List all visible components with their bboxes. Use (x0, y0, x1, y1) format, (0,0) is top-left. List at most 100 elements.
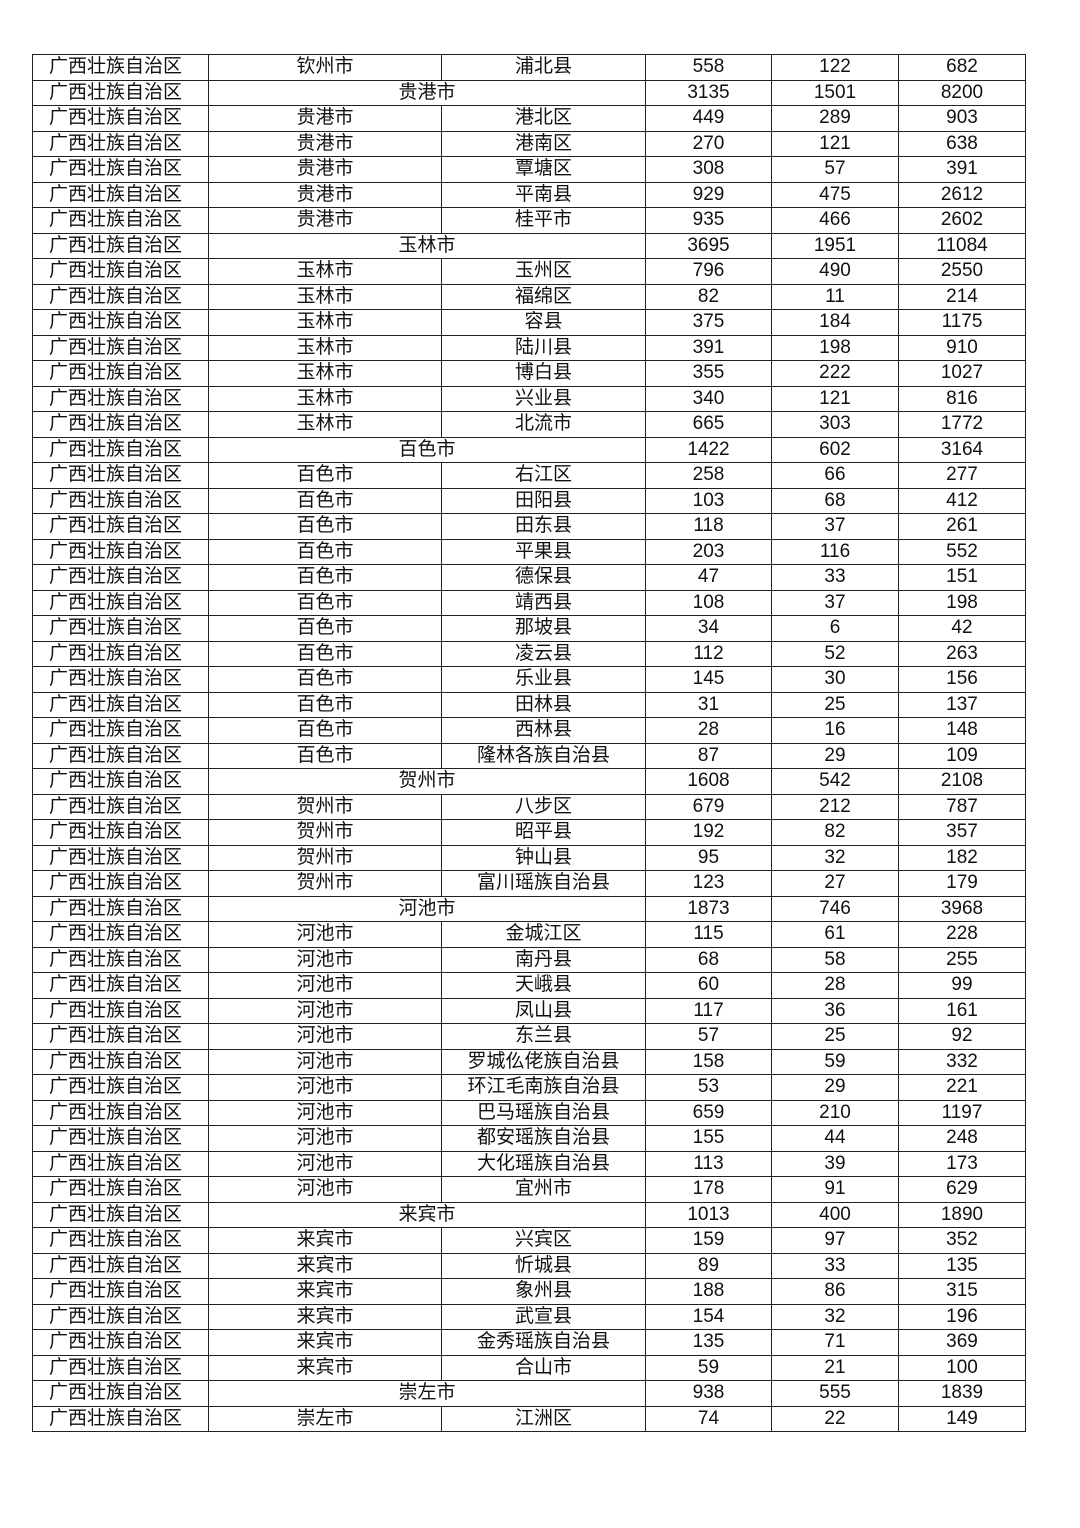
table-row: 广西壮族自治区 百色市 靖西县 108 37 198 (32, 589, 1026, 616)
v3-cell: 8200 (898, 79, 1026, 106)
v3-cell: 638 (898, 130, 1026, 157)
table-row: 广西壮族自治区 河池市 罗城仫佬族自治县 158 59 332 (32, 1048, 1026, 1075)
v2-cell: 97 (771, 1227, 899, 1254)
v1-cell: 155 (645, 1125, 772, 1152)
v3-cell: 352 (898, 1227, 1026, 1254)
v3-cell: 156 (898, 666, 1026, 693)
table-row: 广西壮族自治区 河池市 大化瑶族自治县 113 39 173 (32, 1150, 1026, 1177)
v3-cell: 277 (898, 462, 1026, 489)
table-row: 广西壮族自治区 百色市 隆林各族自治县 87 29 109 (32, 742, 1026, 769)
v3-cell: 1772 (898, 411, 1026, 438)
county-cell: 东兰县 (441, 1023, 646, 1050)
v3-cell: 137 (898, 691, 1026, 718)
table-row: 广西壮族自治区 贺州市 昭平县 192 82 357 (32, 819, 1026, 846)
province-cell: 广西壮族自治区 (32, 283, 209, 310)
v3-cell: 1890 (898, 1201, 1026, 1228)
v2-cell: 122 (771, 54, 899, 81)
v3-cell: 2550 (898, 258, 1026, 285)
v1-cell: 123 (645, 870, 772, 897)
v2-cell: 22 (771, 1405, 899, 1432)
table-row: 广西壮族自治区 玉林市 玉州区 796 490 2550 (32, 258, 1026, 285)
v2-cell: 116 (771, 538, 899, 565)
table-row: 广西壮族自治区 来宾市 合山市 59 21 100 (32, 1354, 1026, 1381)
v3-cell: 248 (898, 1125, 1026, 1152)
city-subtotal-row: 广西壮族自治区 河池市 1873 746 3968 (32, 895, 1026, 922)
v2-cell: 39 (771, 1150, 899, 1177)
v2-cell: 59 (771, 1048, 899, 1075)
v2-cell: 289 (771, 105, 899, 132)
city-cell: 贺州市 (208, 819, 442, 846)
v2-cell: 36 (771, 997, 899, 1024)
city-cell: 贺州市 (208, 793, 442, 820)
province-cell: 广西壮族自治区 (32, 487, 209, 514)
city-cell: 玉林市 (208, 385, 442, 412)
v1-cell: 135 (645, 1329, 772, 1356)
county-cell: 罗城仫佬族自治县 (441, 1048, 646, 1075)
v2-cell: 29 (771, 1074, 899, 1101)
table-row: 广西壮族自治区 玉林市 兴业县 340 121 816 (32, 385, 1026, 412)
province-cell: 广西壮族自治区 (32, 513, 209, 540)
table-row: 广西壮族自治区 河池市 天峨县 60 28 99 (32, 972, 1026, 999)
county-cell: 南丹县 (441, 946, 646, 973)
county-cell: 浦北县 (441, 54, 646, 81)
v3-cell: 149 (898, 1405, 1026, 1432)
v2-cell: 555 (771, 1380, 899, 1407)
v3-cell: 910 (898, 334, 1026, 361)
province-cell: 广西壮族自治区 (32, 1405, 209, 1432)
county-cell: 西林县 (441, 717, 646, 744)
v3-cell: 2108 (898, 768, 1026, 795)
table-row: 广西壮族自治区 百色市 凌云县 112 52 263 (32, 640, 1026, 667)
county-cell: 容县 (441, 309, 646, 336)
v1-cell: 118 (645, 513, 772, 540)
province-cell: 广西壮族自治区 (32, 1023, 209, 1050)
province-cell: 广西壮族自治区 (32, 1201, 209, 1228)
city-cell: 贺州市 (208, 870, 442, 897)
county-cell: 钟山县 (441, 844, 646, 871)
city-cell: 来宾市 (208, 1354, 442, 1381)
province-cell: 广西壮族自治区 (32, 436, 209, 463)
city-cell: 河池市 (208, 997, 442, 1024)
v3-cell: 198 (898, 589, 1026, 616)
v2-cell: 25 (771, 1023, 899, 1050)
v1-cell: 449 (645, 105, 772, 132)
city-cell: 崇左市 (208, 1380, 646, 1407)
province-cell: 广西壮族自治区 (32, 1227, 209, 1254)
v2-cell: 37 (771, 513, 899, 540)
city-cell: 玉林市 (208, 283, 442, 310)
v3-cell: 99 (898, 972, 1026, 999)
table-row: 广西壮族自治区 河池市 都安瑶族自治县 155 44 248 (32, 1125, 1026, 1152)
v2-cell: 21 (771, 1354, 899, 1381)
v2-cell: 27 (771, 870, 899, 897)
v1-cell: 1608 (645, 768, 772, 795)
v3-cell: 161 (898, 997, 1026, 1024)
province-cell: 广西壮族自治区 (32, 538, 209, 565)
city-cell: 百色市 (208, 462, 442, 489)
province-cell: 广西壮族自治区 (32, 232, 209, 259)
county-cell: 都安瑶族自治县 (441, 1125, 646, 1152)
province-cell: 广西壮族自治区 (32, 768, 209, 795)
county-cell: 八步区 (441, 793, 646, 820)
v3-cell: 1197 (898, 1099, 1026, 1126)
table-row: 广西壮族自治区 贺州市 富川瑶族自治县 123 27 179 (32, 870, 1026, 897)
v1-cell: 159 (645, 1227, 772, 1254)
v1-cell: 178 (645, 1176, 772, 1203)
v3-cell: 11084 (898, 232, 1026, 259)
province-cell: 广西壮族自治区 (32, 972, 209, 999)
county-cell: 德保县 (441, 564, 646, 591)
province-cell: 广西壮族自治区 (32, 844, 209, 871)
county-cell: 桂平市 (441, 207, 646, 234)
city-cell: 贵港市 (208, 79, 646, 106)
province-cell: 广西壮族自治区 (32, 946, 209, 973)
v2-cell: 212 (771, 793, 899, 820)
province-cell: 广西壮族自治区 (32, 1150, 209, 1177)
v1-cell: 935 (645, 207, 772, 234)
city-cell: 河池市 (208, 895, 646, 922)
province-cell: 广西壮族自治区 (32, 742, 209, 769)
county-cell: 隆林各族自治县 (441, 742, 646, 769)
province-cell: 广西壮族自治区 (32, 1329, 209, 1356)
table-body: 广西壮族自治区 钦州市 浦北县 558 122 682 广西壮族自治区 贵港市 3135 1501… (32, 54, 1026, 1432)
city-cell: 百色市 (208, 666, 442, 693)
v1-cell: 258 (645, 462, 772, 489)
province-cell: 广西壮族自治区 (32, 793, 209, 820)
v1-cell: 95 (645, 844, 772, 871)
